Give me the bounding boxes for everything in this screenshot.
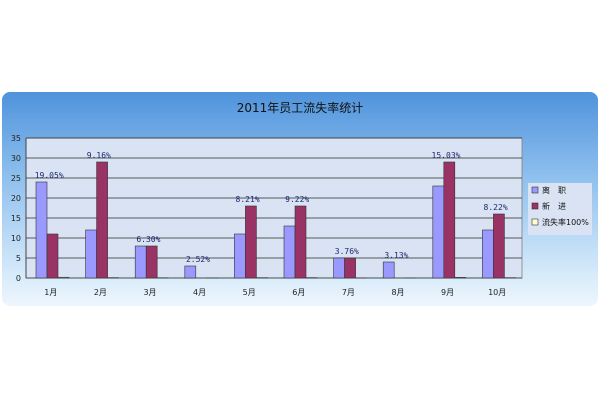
data-label: 6.30%: [136, 235, 160, 244]
data-label: 8.21%: [236, 195, 260, 204]
y-tick-label: 10: [11, 234, 21, 243]
bar-leave-7: [333, 257, 345, 279]
legend-label: 离 职: [542, 185, 566, 195]
bar-leave-10: [482, 229, 494, 279]
bar-new-10: [493, 213, 505, 279]
legend-label: 新 进: [542, 201, 566, 211]
legend-swatch: [531, 186, 539, 194]
legend-swatch: [531, 202, 539, 210]
data-label: 19.05%: [35, 171, 64, 180]
x-tick-label: 2月: [94, 288, 107, 297]
x-tick-label: 9月: [441, 288, 454, 297]
x-tick-label: 4月: [193, 288, 206, 297]
data-label: 8.22%: [484, 203, 508, 212]
bar-new-3: [145, 245, 158, 279]
y-tick-label: 30: [11, 154, 21, 163]
data-label: 15.03%: [432, 151, 461, 160]
legend-label: 流失率100%: [542, 217, 589, 227]
bar-leave-4: [184, 265, 197, 279]
bar-leave-3: [134, 245, 147, 279]
legend-box: [528, 183, 592, 235]
y-tick-label: 35: [11, 134, 21, 143]
data-label: 3.13%: [384, 251, 408, 260]
bar-leave-5: [234, 233, 246, 279]
bars: [35, 161, 516, 279]
bar-rate-9: [454, 277, 467, 279]
x-tick-label: 1月: [44, 288, 57, 297]
bar-rate-1: [57, 276, 70, 279]
x-tick-label: 8月: [391, 288, 404, 297]
bar-leave-9: [432, 185, 445, 279]
bar-new-1: [46, 233, 59, 279]
x-tick-label: 5月: [243, 288, 256, 297]
y-tick-label: 20: [11, 194, 21, 203]
y-tick-label: 15: [11, 214, 21, 223]
bar-leave-2: [85, 229, 97, 279]
bar-new-7: [344, 257, 356, 279]
x-tick-label: 3月: [143, 288, 156, 297]
bar-new-2: [96, 161, 108, 279]
data-label: 2.52%: [186, 255, 210, 264]
data-label: 9.22%: [285, 195, 309, 204]
bar-leave-1: [35, 181, 48, 279]
data-label: 9.16%: [87, 151, 111, 160]
x-tick-label: 10月: [488, 288, 506, 297]
bar-new-9: [443, 161, 456, 279]
x-tick-label: 6月: [292, 288, 305, 297]
data-labels: 19.05% 9.16% 6.30% 2.52% 8.21% 9.22% 3.76% 3.13…: [35, 151, 508, 264]
y-tick-label: 5: [16, 254, 21, 263]
bar-new-6: [294, 205, 307, 279]
legend-swatch: [531, 218, 539, 226]
bar-leave-8: [382, 261, 395, 279]
bar-leave-6: [283, 225, 296, 279]
bar-new-5: [245, 205, 257, 279]
y-tick-label: 0: [16, 274, 21, 283]
chart-title: 2011年员工流失率统计: [237, 100, 364, 115]
x-tick-label: 7月: [342, 288, 355, 297]
y-tick-label: 25: [11, 174, 21, 183]
data-label: 3.76%: [335, 247, 359, 256]
